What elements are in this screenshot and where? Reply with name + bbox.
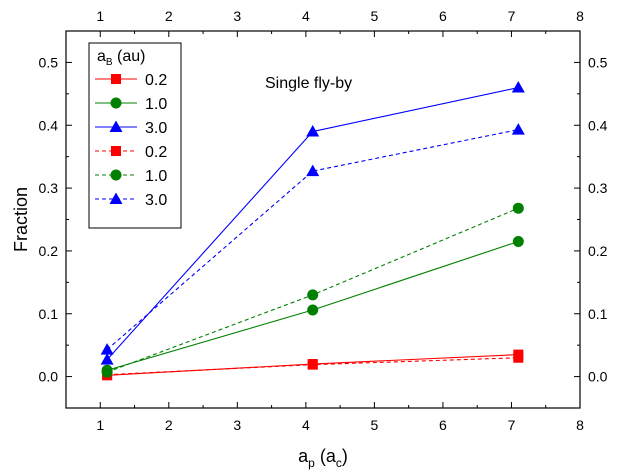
legend-label-2: 3.0 [145,120,167,137]
x-tick-label-bottom: 2 [165,417,173,433]
series-point-5 [100,343,114,355]
legend-marker-4 [110,169,122,181]
legend-label-0: 0.2 [145,72,167,89]
legend-marker-3 [111,146,121,156]
x-tick-label-bottom: 7 [508,417,516,433]
y-axis-title: Fraction [11,187,31,252]
series-point-2 [100,353,114,365]
legend-label-5: 3.0 [145,192,167,209]
y-tick-label-right: 0.1 [588,306,608,322]
x-tick-label-bottom: 6 [439,417,447,433]
x-tick-label-bottom: 8 [576,417,584,433]
legend-marker-2 [109,120,123,132]
x-tick-label-top: 8 [576,8,584,24]
series-point-4 [101,366,113,378]
x-tick-label-bottom: 4 [302,417,310,433]
legend-box [88,42,182,229]
x-tick-label-top: 1 [96,8,104,24]
x-tick-label-top: 7 [508,8,516,24]
series-point-4 [512,202,524,214]
x-axis-title: ap (ac) [298,446,348,470]
legend-label-3: 0.2 [145,144,167,161]
y-tick-label-right: 0.5 [588,54,608,70]
x-tick-label-top: 3 [233,8,241,24]
series-point-3 [307,359,318,370]
y-tick-label-right: 0.0 [588,369,608,385]
y-tick-label-left: 0.4 [39,117,59,133]
x-tick-label-top: 6 [439,8,447,24]
x-tick-label-bottom: 5 [371,417,379,433]
y-tick-label-left: 0.3 [39,180,59,196]
series-point-3 [513,352,524,363]
legend-marker-0 [111,74,121,84]
legend-marker-1 [110,97,122,109]
y-tick-label-left: 0.2 [39,243,59,259]
x-tick-label-bottom: 3 [233,417,241,433]
legend-marker-5 [109,192,123,204]
y-tick-label-left: 0.0 [39,369,59,385]
series-point-1 [307,304,319,316]
x-tick-label-bottom: 1 [96,417,104,433]
x-tick-label-top: 5 [371,8,379,24]
y-tick-label-left: 0.1 [39,306,59,322]
y-tick-label-right: 0.2 [588,243,608,259]
series-point-2 [511,81,525,93]
legend-label-4: 1.0 [145,168,167,185]
x-tick-label-top: 2 [165,8,173,24]
x-tick-label-top: 4 [302,8,310,24]
legend-title: aB (au) [97,48,145,68]
legend-label-1: 1.0 [145,96,167,113]
series-point-4 [307,289,319,301]
chart-annotation: Single fly-by [265,75,352,92]
series-point-2 [306,125,320,137]
series-point-5 [511,123,525,135]
y-tick-label-right: 0.4 [588,117,608,133]
y-tick-label-left: 0.5 [39,54,59,70]
series-point-5 [306,164,320,177]
series-point-1 [512,235,524,247]
y-tick-label-right: 0.3 [588,180,608,196]
